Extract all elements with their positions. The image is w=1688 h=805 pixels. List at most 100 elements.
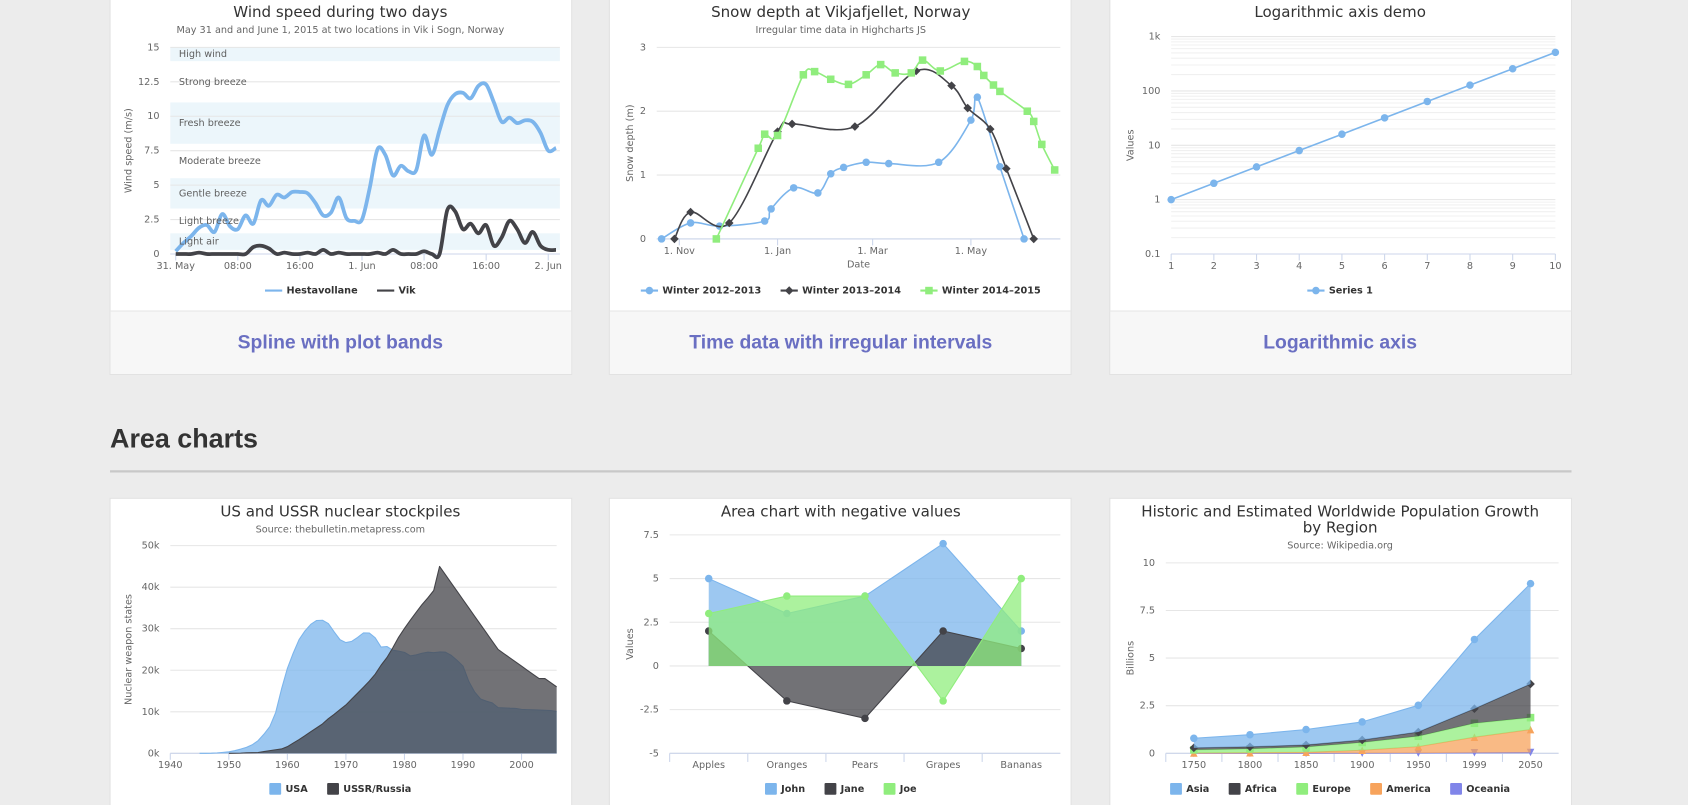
legend-item[interactable]: Winter 2012–2013	[640, 286, 761, 297]
y-tick-label: 0	[653, 661, 659, 672]
legend-item[interactable]: USA	[269, 782, 308, 795]
legend-item[interactable]: Europe	[1296, 782, 1351, 795]
card-footer	[609, 311, 1071, 374]
legend-symbol	[824, 782, 837, 795]
x-tick-label: 8	[1467, 261, 1473, 272]
y-tick-label: 5	[153, 180, 159, 191]
marker	[826, 75, 835, 84]
legend: Winter 2012–2013 Winter 2013–2014 Winter 2…	[640, 286, 1041, 297]
marker	[960, 57, 969, 66]
y-tick-label: 40k	[142, 582, 160, 593]
legend-item[interactable]: Africa	[1228, 782, 1277, 795]
card-caption[interactable]: Spline with plot bands	[238, 331, 443, 353]
marker	[862, 158, 870, 167]
legend-item[interactable]: Series 1	[1307, 286, 1373, 297]
marker	[925, 286, 933, 295]
marker	[939, 697, 947, 705]
x-tick-label: 16:00	[286, 261, 314, 272]
marker	[1252, 163, 1261, 171]
y-tick-label: 20k	[142, 665, 160, 676]
legend-label: USA	[285, 784, 308, 795]
legend: Hestavollane Vik	[265, 286, 416, 297]
legend-item[interactable]: Asia	[1170, 782, 1209, 795]
marker	[1167, 195, 1175, 204]
card-caption[interactable]: Time data with irregular intervals	[689, 331, 992, 353]
legend-item[interactable]: John	[765, 782, 805, 795]
x-tick-label: 1750	[1182, 760, 1207, 771]
marker	[760, 217, 769, 225]
legend-item[interactable]: Hestavollane	[265, 286, 358, 297]
legend-item[interactable]: Joe	[883, 782, 917, 795]
chart-title-box: US and USSR nuclear stockpiles	[220, 505, 460, 521]
x-tick-label: 31. May	[157, 261, 196, 272]
marker	[891, 69, 899, 77]
marker	[939, 627, 947, 635]
x-tick-label: 1940	[158, 760, 183, 771]
legend-item[interactable]: Winter 2014–2015	[920, 286, 1041, 297]
marker	[884, 159, 893, 168]
chart-subtitle: May 31 and and June 1, 2015 at two locat…	[176, 25, 504, 36]
chart-title-box: Wind speed during two days	[233, 5, 447, 21]
y-tick-label: 2	[640, 106, 646, 117]
y-tick-label: 7.5	[144, 146, 159, 157]
legend-item[interactable]: America	[1370, 782, 1431, 795]
legend-item[interactable]: Oceania	[1450, 782, 1510, 795]
y-tick-label: 7.5	[1140, 605, 1155, 616]
chart-subtitle: Irregular time data in Highcharts JS	[756, 25, 926, 36]
marker	[686, 207, 695, 217]
legend-label: Series 1	[1329, 286, 1373, 297]
y-tick-label: 1	[1154, 195, 1160, 206]
marker	[826, 170, 835, 178]
legend-item[interactable]: Jane	[824, 782, 865, 795]
y-tick-label: 0	[153, 249, 159, 260]
x-tick-label: 1950	[217, 760, 242, 771]
chart-subtitle: Source: thebulletin.metapress.com	[256, 524, 425, 535]
x-tick-label: 1980	[392, 760, 417, 771]
marker	[1466, 81, 1474, 89]
y-tick-label: 15	[147, 42, 159, 53]
area	[1193, 583, 1531, 748]
x-tick-label: 1960	[275, 760, 300, 771]
legend-symbol	[1170, 782, 1182, 795]
marker	[963, 103, 972, 113]
y-tick-label: 0	[640, 234, 646, 245]
marker	[973, 62, 982, 71]
y-tick-label: 7.5	[644, 530, 659, 541]
x-tick-label: 1800	[1238, 760, 1263, 771]
y-tick-label: 0.1	[1145, 249, 1160, 260]
plot-band	[170, 233, 560, 250]
x-tick-label: 2000	[509, 760, 534, 771]
x-tick-label: 1850	[1294, 760, 1319, 771]
x-tick-label: 1	[1168, 261, 1174, 272]
plot-band-label: Fresh breeze	[179, 118, 241, 129]
legend: Series 1	[1307, 286, 1373, 297]
marker	[861, 592, 869, 600]
marker	[1358, 746, 1366, 755]
chart: Area chart with negative values -5 -2.5 0 2.…	[625, 505, 1061, 795]
x-tick-label: 1. Nov	[664, 246, 695, 257]
marker	[1050, 166, 1059, 174]
legend-label: USSR/Russia	[343, 784, 411, 795]
marker	[1023, 107, 1032, 115]
marker	[712, 235, 721, 243]
legend-item[interactable]: Vik	[377, 286, 416, 297]
y-tick-label: 50k	[142, 541, 160, 552]
x-tick-label: 9	[1510, 261, 1516, 272]
card-caption[interactable]: Logarithmic axis	[1263, 331, 1417, 353]
legend-label: Winter 2014–2015	[942, 286, 1041, 297]
marker	[1038, 140, 1046, 149]
marker	[947, 81, 956, 90]
plot-band	[170, 47, 560, 62]
marker	[704, 609, 713, 618]
legend-label: Oceania	[1466, 784, 1510, 795]
marker	[939, 539, 947, 548]
x-tick-label: 10	[1549, 261, 1561, 272]
y-tick-label: 100	[1142, 86, 1160, 97]
x-tick-label: 1. Jan	[764, 246, 791, 257]
legend-item[interactable]: Winter 2013–2014	[780, 286, 902, 297]
x-tick-label: Bananas	[1000, 760, 1042, 771]
plot-band-label: Light breeze	[179, 216, 239, 227]
legend-item[interactable]: USSR/Russia	[327, 782, 411, 795]
marker	[1295, 146, 1304, 155]
